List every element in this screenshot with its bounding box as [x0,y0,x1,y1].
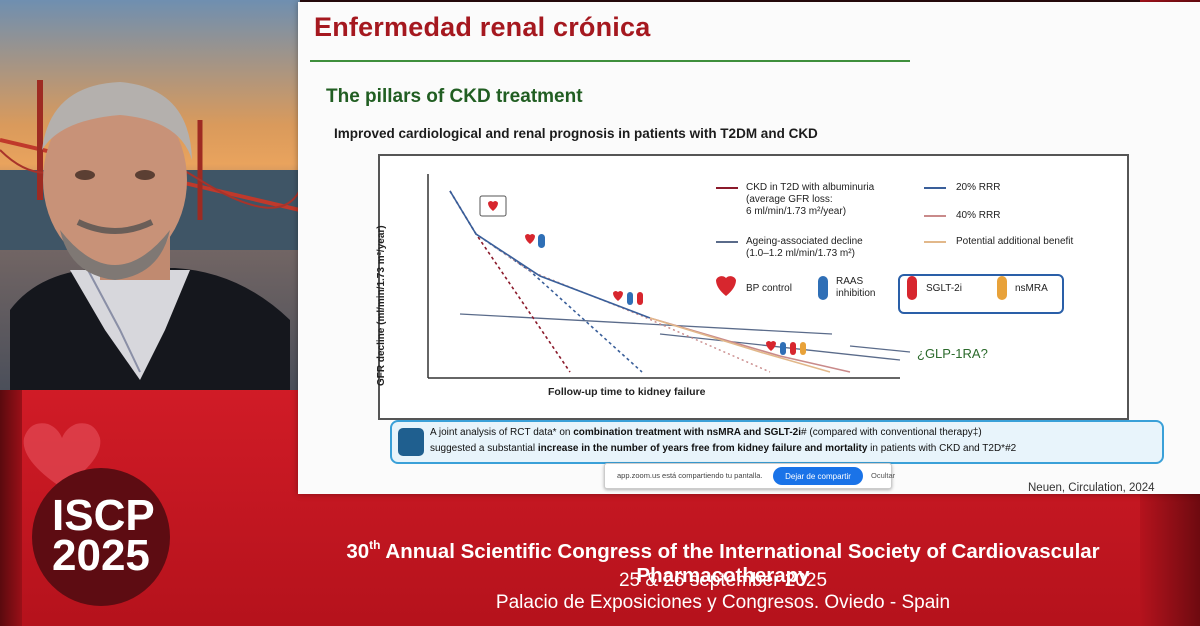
ageing-line [459,313,833,335]
note-line2-a: suggested a substantial [430,443,538,454]
congress-dates: 25 & 26 september 2025 [618,570,828,591]
ckd-line [449,190,571,373]
combination-drug-box [898,274,1064,314]
slide-subtitle: The pillars of CKD treatment [326,86,583,107]
title-divider [310,60,910,62]
speaker [10,82,290,390]
legend-ckd-line1: CKD in T2D with albuminuria [746,182,875,193]
note-line1-b: combination treatment with nsMRA and SGL… [573,427,802,438]
logo-line-2: 2025 [52,531,150,580]
potential-benefit-line [649,317,831,373]
note-line2-c: in patients with CKD and T2D*#2 [867,443,1017,454]
raas-capsule-icon [627,292,633,305]
note-line2-b: increase in the number of years free fro… [537,443,868,454]
legend-sglt2-capsule-icon [907,276,917,300]
logo-circle [32,468,170,606]
summary-note: A joint analysis of RCT data* on combina… [390,420,1164,464]
congress-ordinal-suffix: th [369,538,381,552]
zoom-share-bar: app.zoom.us está compartiendo tu pantall… [604,463,896,489]
legend-ckd: CKD in T2D with albuminuria (average GFR… [746,182,874,218]
legend-nsmra: nsMRA [1015,283,1048,294]
citation: Neuen, Circulation, 2024 [1028,482,1155,494]
rrr40-line [649,317,851,373]
congress-title: 30th Annual Scientific Congress of the I… [258,538,1188,588]
slide-subheading: Improved cardiological and renal prognos… [334,126,818,141]
logo-line-1: ISCP [52,491,155,540]
x-axis-label: Follow-up time to kidney failure [548,386,706,398]
congress-venue: Palacio de Exposiciones y Congresos. Ovi… [495,592,951,613]
legend-rrr40: 40% RRR [956,210,1001,221]
legend-ageing-line2: (1.0–1.2 ml/min/1.73 m²) [746,248,855,259]
legend-nsmra-capsule-icon [997,276,1007,300]
sglt2-capsule-icon [790,342,796,355]
heart-icon [766,341,776,351]
legend-potential: Potential additional benefit [956,236,1074,247]
rrr20-dashed-line [449,190,643,373]
note-line-1: A joint analysis of RCT data* on combina… [430,427,982,438]
raas-capsule-icon [780,342,786,355]
legend-sglt2: SGLT-2i [926,283,962,294]
heart-icon [525,234,535,244]
congress-title-text: Annual Scientific Congress of the Intern… [380,540,1100,587]
nsmra-capsule-icon [800,342,806,355]
congress-ordinal: 30 [346,540,370,563]
glp1-pointer-line [849,345,911,353]
glp1-label: ¿GLP-1RA? [917,346,988,361]
note-line1-c: # (compared with conventional therapy‡) [801,427,982,438]
legend-raas-capsule-icon [818,276,828,300]
note-line1-a: A joint analysis of RCT data* on [430,427,574,438]
sglt2-capsule-icon [637,292,643,305]
legend-raas-line1: RAAS [836,276,864,287]
legend-rrr20: 20% RRR [956,182,1001,193]
iscp-logo: ISCP 2025 [52,491,155,580]
zoom-share-message: app.zoom.us está compartiendo tu pantall… [617,471,763,480]
legend-raas: RAAS inhibition [836,276,875,300]
gfr-decline-diagram: GFR decline (ml/min/1.73 m²/year) Follow… [376,154,1129,420]
legend-ckd-line2: (average GFR loss: [746,194,833,205]
raas-capsule-icon [538,234,545,248]
slide-title: Enfermedad renal crónica [314,12,651,42]
note-line-2: suggested a substantial increase in the … [430,443,1016,454]
legend-ageing: Ageing-associated decline (1.0–1.2 ml/mi… [746,236,863,260]
presentation-slide: Enfermedad renal crónica The pillars of … [298,2,1200,494]
decline-lines [427,174,1007,379]
rrr40-dashed-line [475,233,771,373]
heart-icon [613,291,623,301]
legend-bp-heart-icon [716,276,736,296]
legend-raas-line2: inhibition [836,288,876,299]
y-axis-label-wrap: GFR decline (ml/min/1.73 m²/year) [354,186,387,386]
legend-ckd-line3: 6 ml/min/1.73 m²/year) [746,206,847,217]
hide-button[interactable]: Ocultar [871,471,896,480]
stop-sharing-button[interactable]: Dejar de compartir [773,467,863,485]
speaker-video [0,0,300,390]
heart-icon [488,201,498,211]
pill-bottle-icon [398,428,424,456]
legend-ageing-line1: Ageing-associated decline [746,236,863,247]
rrr20-line [449,190,651,319]
legend-bp: BP control [746,283,792,294]
